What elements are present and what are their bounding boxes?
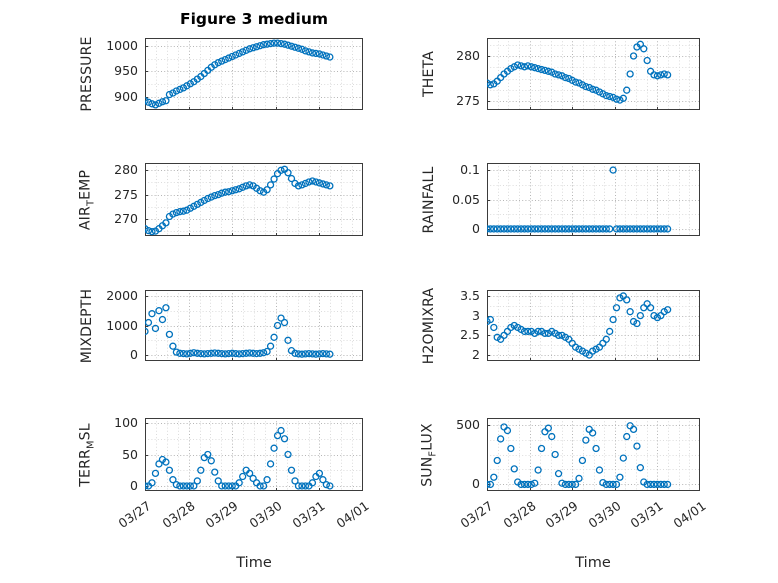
y-tick-label: 0.05 [452, 191, 480, 207]
x-axis-label-left: Time [236, 555, 272, 571]
y-tick-label: 0 [472, 476, 480, 492]
y-tick-label: 900 [114, 89, 138, 105]
x-tick-label: 04/01 [333, 498, 372, 531]
sun_flux-axis-label: SUNFLUX [419, 422, 439, 487]
subplot-mixdepth: 0 1000 2000 MIXDEPTH [79, 288, 363, 363]
y-tick-label: 0 [472, 220, 480, 236]
y-tick-label: 0 [130, 477, 138, 493]
x-tick-label: 03/28 [159, 498, 198, 531]
figure-title: Figure 3 medium [179, 10, 329, 28]
y-tick-label: 3 [472, 307, 480, 323]
x-tick-label: 03/29 [542, 498, 581, 531]
y-tick-label: 2 [472, 347, 480, 363]
h2omixra-plot-area [487, 290, 700, 361]
y-tick-label: 2.5 [460, 327, 480, 343]
y-tick-label: 500 [456, 416, 480, 432]
y-tick-label: 275 [114, 186, 138, 202]
subplot-theta: 275 280 THETA [421, 38, 700, 110]
sun_flux-plot-area [487, 418, 700, 491]
subplot-pressure: 900 950 1000 PRESSURE [79, 36, 363, 112]
terr_msl-axis-label: TERRMSL [77, 422, 97, 487]
subplot-rainfall: 0 0.05 0.1 RAINFALL [421, 162, 700, 236]
y-tick-label: 2000 [106, 287, 138, 303]
air_temp-axis-label: AIRTEMP [77, 169, 97, 230]
y-tick-label: 270 [114, 210, 138, 226]
h2omixra-axis-label: H2OMIXRA [421, 287, 437, 364]
pressure-plot-area [145, 38, 363, 110]
x-tick-label: 03/30 [246, 498, 285, 531]
mixdepth-axis-label: MIXDEPTH [79, 288, 95, 363]
y-tick-label: 100 [114, 415, 138, 431]
x-tick-label: 03/31 [289, 498, 328, 531]
y-tick-label: 275 [456, 93, 480, 108]
pressure-axis-label: PRESSURE [79, 36, 95, 112]
subplot-air_temp: 270 275 280 AIRTEMP [78, 162, 363, 236]
x-tick-label: 04/01 [670, 498, 709, 531]
theta-axis-label: THETA [421, 51, 437, 97]
air_temp-plot-area [145, 163, 363, 236]
y-tick-label: 0.1 [460, 162, 480, 178]
subplot-h2omixra: 2 2.5 3 3.5 H2OMIXRA [421, 287, 700, 364]
y-tick-label: 50 [122, 446, 138, 462]
y-tick-label: 3.5 [460, 287, 480, 303]
y-tick-label: 280 [456, 48, 480, 63]
y-tick-label: 280 [114, 162, 138, 178]
subplot-terr_msl: 0 50 100 TERRMSL 03/27 03/28 03/29 03/30 03/31 04… [78, 415, 372, 531]
y-tick-label: 0 [130, 347, 138, 363]
terr_msl-plot-area [145, 418, 363, 491]
x-tick-label: 03/27 [115, 498, 154, 531]
theta-plot-area [487, 38, 700, 110]
x-axis-label-right: Time [575, 555, 611, 571]
y-tick-label: 1000 [106, 317, 138, 333]
x-tick-label: 03/28 [500, 498, 539, 531]
rainfall-axis-label: RAINFALL [421, 166, 437, 233]
mixdepth-plot-area [145, 290, 363, 361]
subplot-sun_flux: 0 500 SUNFLUX 03/27 03/28 03/29 03/30 03/31 04/0… [420, 417, 709, 531]
y-tick-label: 1000 [106, 37, 138, 53]
x-tick-label: 03/27 [457, 498, 496, 531]
x-tick-label: 03/30 [585, 498, 624, 531]
y-tick-label: 950 [114, 63, 138, 79]
rainfall-plot-area [487, 163, 700, 236]
x-tick-label: 03/29 [202, 498, 241, 531]
x-tick-label: 03/31 [627, 498, 666, 531]
